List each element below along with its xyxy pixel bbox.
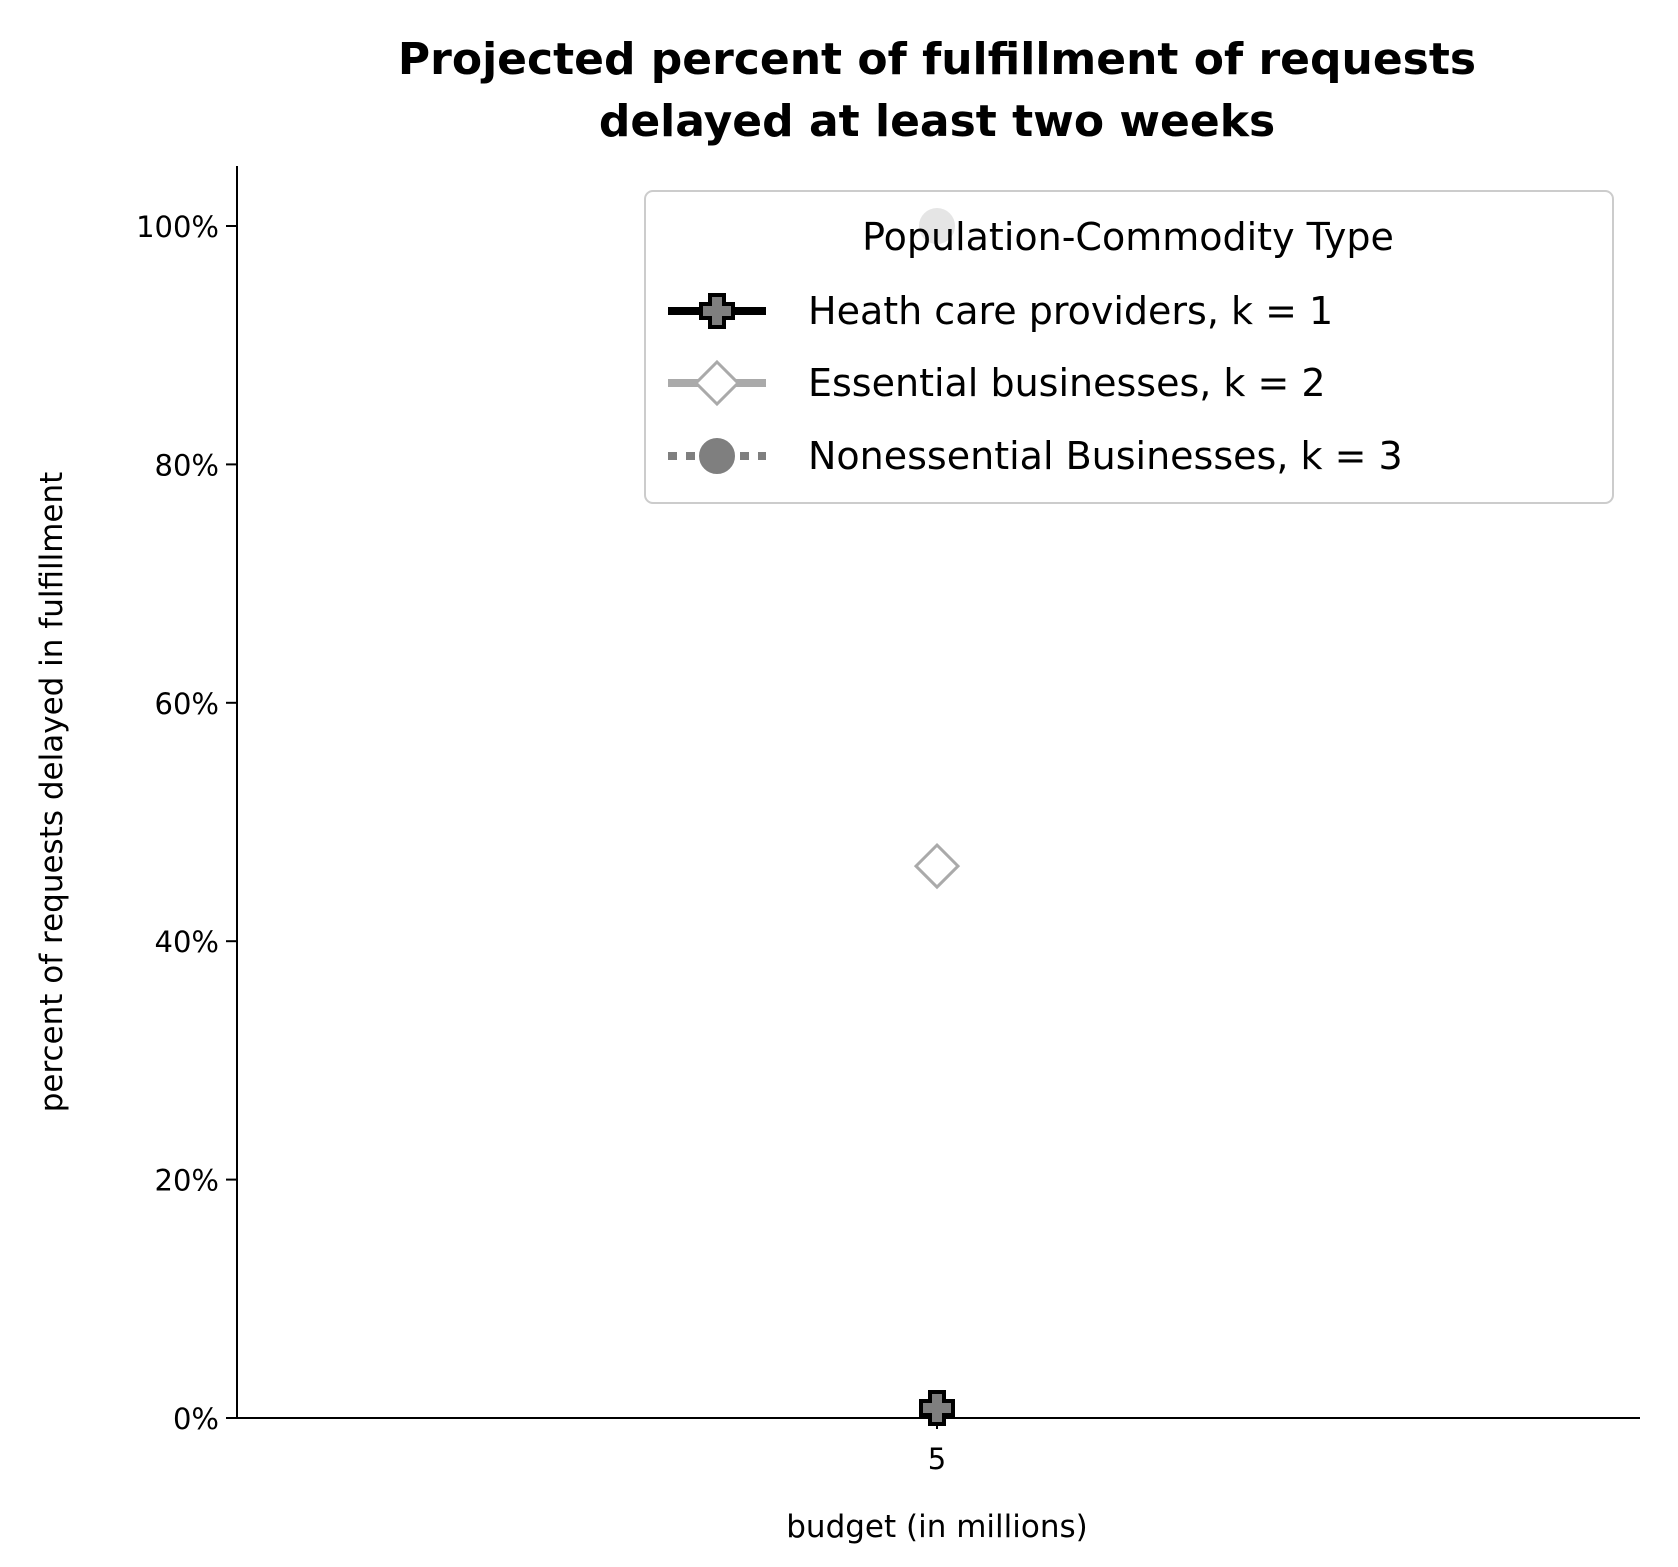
legend-label: Nonessential Businesses, k = 3 — [808, 434, 1403, 478]
y-tick-label: 40% — [155, 925, 219, 959]
series-2 — [913, 842, 961, 890]
legend-marker-swatch — [693, 359, 741, 407]
y-tick-label: 60% — [155, 687, 219, 721]
x-tick-label: 5 — [928, 1442, 946, 1476]
legend-marker-swatch — [699, 293, 735, 329]
legend-entries: Heath care providers, k = 1 Essential bus… — [668, 289, 1403, 478]
legend: Population-Commodity Type Heath care pro… — [644, 190, 1614, 504]
chart-title-line-2: delayed at least two weeks — [599, 96, 1275, 147]
legend-entry: Nonessential Businesses, k = 3 — [668, 434, 1403, 478]
legend-entry: Heath care providers, k = 1 — [668, 289, 1333, 333]
chart-title-line-1: Projected percent of fulfillment of requ… — [398, 34, 1476, 85]
y-tick-label: 80% — [155, 448, 219, 482]
y-axis-label: percent of requests delayed in fulfillme… — [34, 472, 70, 1113]
legend-box — [644, 190, 1614, 504]
data-point-series-1 — [919, 1390, 955, 1426]
legend-entry: Essential businesses, k = 2 — [668, 359, 1326, 407]
x-axis-label: budget (in millions) — [786, 1509, 1087, 1545]
y-axis-ticks: 0% 20% 40% 60% 80% 100% — [136, 210, 237, 1436]
data-point-series-2 — [913, 842, 961, 890]
legend-marker-swatch — [699, 438, 735, 474]
legend-title: Population-Commodity Type — [862, 215, 1394, 259]
y-tick-label: 0% — [173, 1402, 219, 1436]
legend-label: Essential businesses, k = 2 — [808, 361, 1326, 405]
series-1 — [919, 1390, 955, 1426]
y-tick-label: 20% — [155, 1164, 219, 1198]
legend-label: Heath care providers, k = 1 — [808, 289, 1333, 333]
y-tick-label: 100% — [136, 210, 219, 244]
